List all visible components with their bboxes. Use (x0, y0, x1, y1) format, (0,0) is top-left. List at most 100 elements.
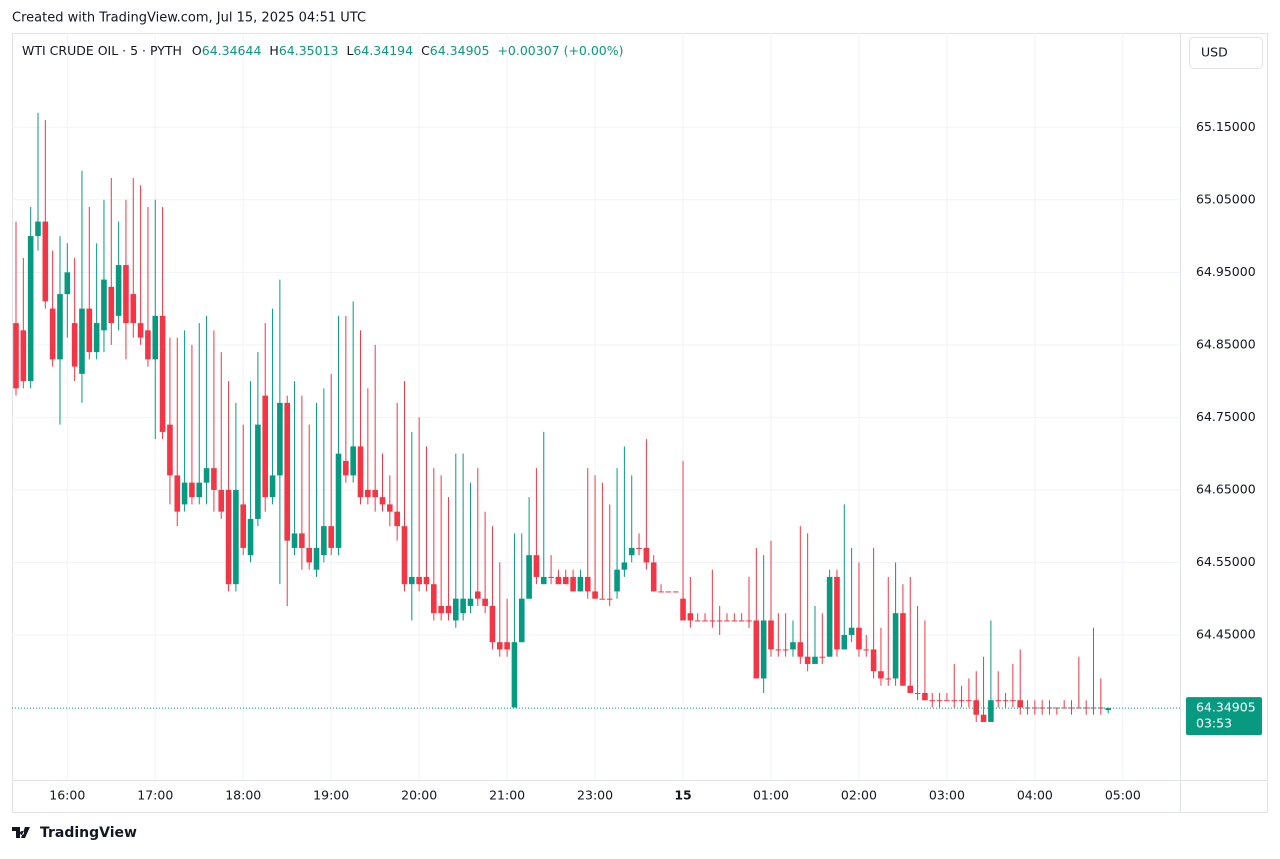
candle-body (431, 584, 437, 614)
last-price: 64.34905 (1196, 700, 1256, 715)
x-tick-label: 19:00 (313, 788, 349, 803)
symbol: WTI CRUDE OIL · 5 · PYTH (22, 43, 182, 58)
candle-body (562, 576, 569, 585)
candle-body (782, 649, 789, 651)
candle-body (526, 555, 532, 599)
candle-body (819, 656, 826, 658)
x-tick-label: 02:00 (841, 788, 877, 803)
candle-body (914, 692, 921, 694)
candle-body (643, 547, 650, 563)
candle-body (900, 613, 906, 686)
high-value: 64.35013 (279, 43, 339, 58)
candle-body (372, 489, 378, 498)
candle-body (306, 547, 312, 563)
candle-body (1046, 707, 1053, 709)
candle-body (834, 576, 840, 650)
candle-body (621, 562, 628, 570)
candle-body (167, 424, 173, 476)
candle-body (64, 272, 71, 295)
candle-body (966, 700, 972, 702)
created-note: Created with TradingView.com, Jul 15, 20… (12, 11, 366, 26)
candle-body (936, 700, 943, 702)
candle-body (35, 221, 41, 237)
candle-body (1090, 707, 1097, 709)
footer-brand: TradingView (40, 825, 137, 841)
candle-body (892, 613, 899, 679)
candle-body (1002, 700, 1009, 702)
candle-body (71, 323, 78, 367)
candle-body (101, 279, 107, 331)
candle-body (1105, 708, 1111, 711)
candle-body (1039, 707, 1045, 709)
candle-body (262, 395, 269, 498)
candle-body (533, 555, 540, 577)
candle-body (1024, 707, 1031, 709)
candle-body (409, 576, 415, 585)
candles (13, 112, 1111, 722)
candle-body (665, 591, 672, 593)
x-tick-label: 17:00 (137, 788, 173, 803)
x-tick-label: 01:00 (753, 788, 789, 803)
x-tick-label: 05:00 (1105, 788, 1141, 803)
candle-body (93, 323, 100, 353)
candle-body (218, 489, 225, 512)
candle-body (350, 446, 356, 476)
currency-button[interactable] (1189, 37, 1263, 69)
candle-body (907, 685, 914, 693)
candle-body (672, 591, 679, 593)
candle-body (79, 308, 85, 374)
candle-body (335, 453, 342, 548)
y-tick-label: 64.75000 (1196, 409, 1256, 424)
candle-body (379, 497, 386, 505)
candle-body (328, 526, 334, 548)
x-tick-label: 18:00 (225, 788, 261, 803)
candle-body (790, 642, 796, 650)
candle-body (240, 504, 247, 548)
candle-body (453, 598, 459, 621)
candle-body (357, 446, 364, 498)
candle-body (438, 605, 444, 614)
candle-body (123, 265, 129, 324)
candle-body (225, 489, 232, 585)
candle-body (1017, 700, 1024, 708)
x-tick-label: 21:00 (489, 788, 525, 803)
candle-body (944, 700, 950, 702)
candle-body (159, 315, 166, 432)
candle-body (592, 591, 598, 599)
y-tick-label: 65.05000 (1196, 191, 1256, 206)
candle-body (1061, 707, 1067, 709)
close-value: 64.34905 (430, 43, 490, 58)
candle-body (716, 620, 723, 622)
x-tick-label: 03:00 (929, 788, 965, 803)
candle-body (482, 598, 488, 606)
x-tick-label: 20:00 (401, 788, 437, 803)
candle-body (365, 489, 371, 498)
candle-body (277, 402, 283, 476)
candle-body (137, 323, 144, 338)
candle-body (496, 642, 503, 650)
candle-body (255, 424, 261, 519)
open-label: O (192, 43, 202, 58)
candle-body (394, 511, 400, 527)
y-tick-label: 64.55000 (1196, 554, 1256, 569)
candle-body (694, 620, 701, 622)
candle-body (929, 700, 936, 702)
candle-body (951, 700, 958, 702)
candle-body (775, 649, 782, 651)
candle-body (1032, 707, 1038, 709)
grid: 65.15000 65.05000 64.95000 64.85000 64.75000… (12, 33, 1256, 803)
candle-body (606, 598, 613, 600)
candle-body (269, 475, 276, 498)
candle-body (753, 620, 760, 679)
candle-body (291, 533, 298, 548)
candle-body (988, 700, 994, 722)
low-value: 64.34194 (353, 43, 413, 58)
legend: WTI CRUDE OIL · 5 · PYTH O64.34644 H64.3… (22, 43, 624, 58)
candle-body (548, 576, 554, 578)
candle-body (57, 294, 63, 360)
candle-body (555, 576, 562, 585)
candle-body (460, 598, 466, 614)
candle-body (570, 576, 576, 592)
y-tick-label: 64.65000 (1196, 481, 1256, 496)
candle-body (856, 627, 862, 650)
